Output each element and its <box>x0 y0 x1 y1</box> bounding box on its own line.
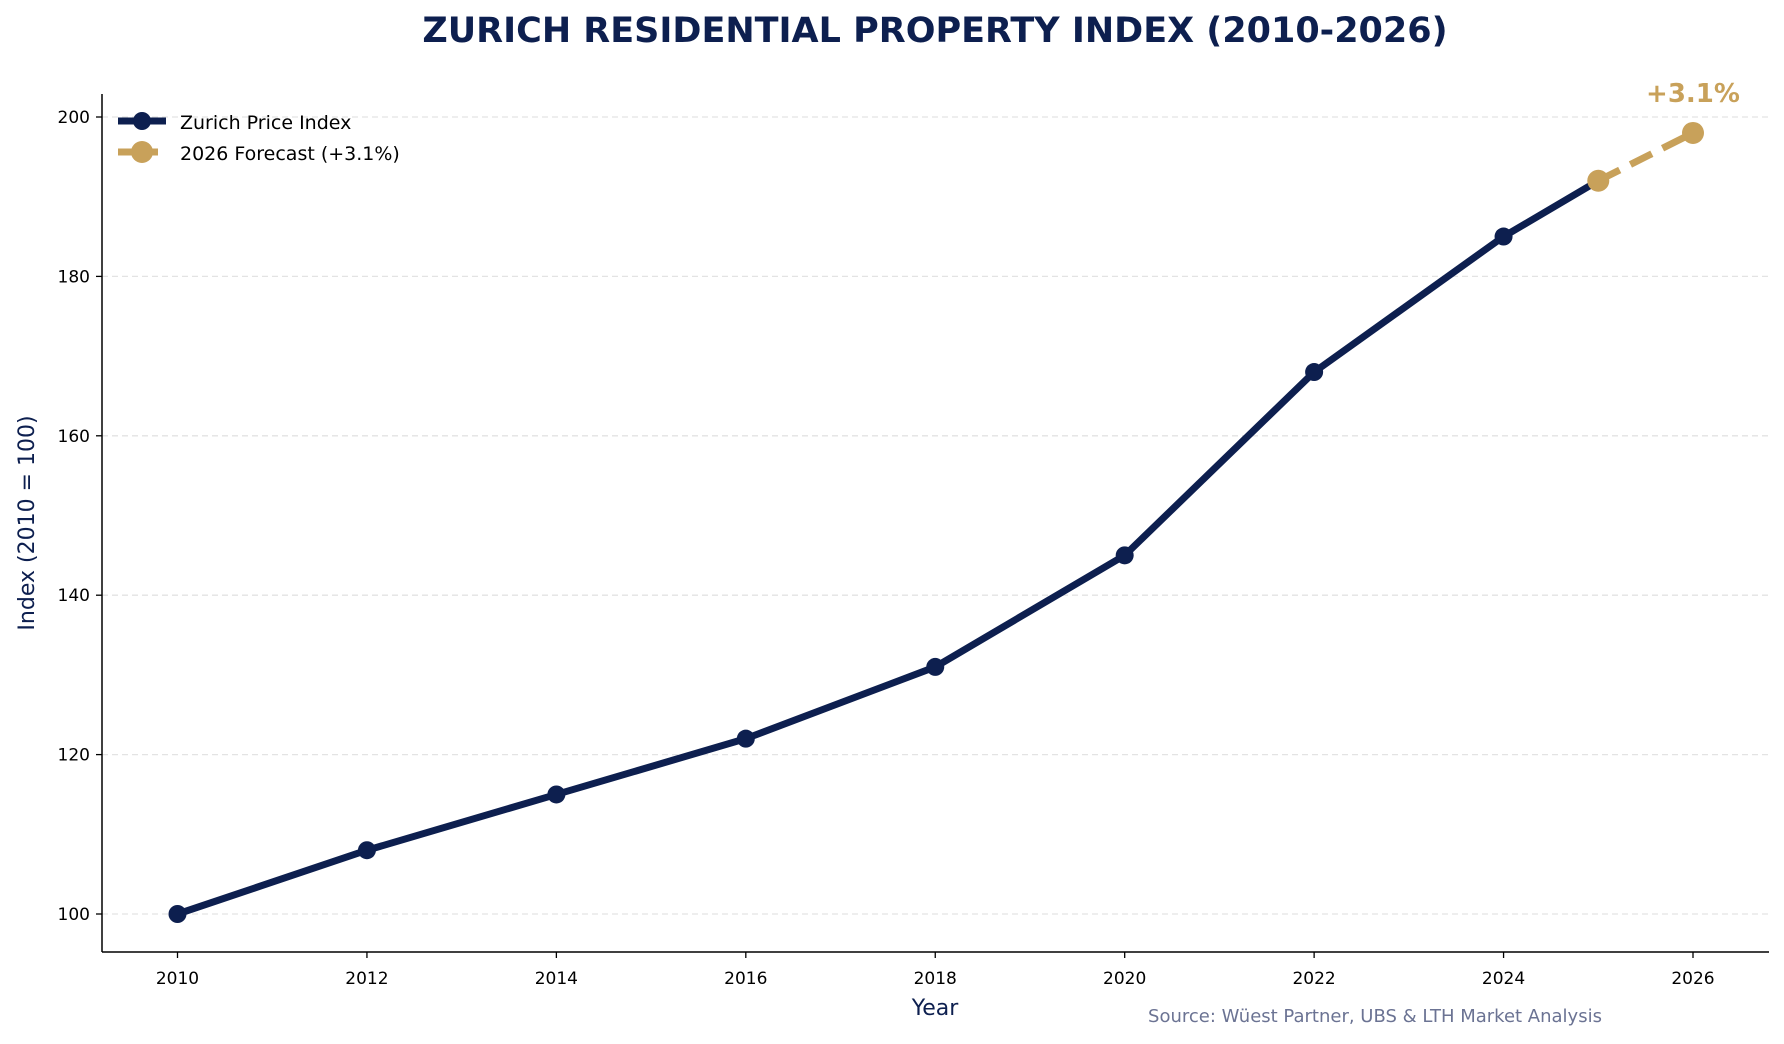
y-axis-label: Index (2010 = 100) <box>15 415 40 630</box>
data-point-1 <box>1682 121 1704 144</box>
x-tick-label: 2020 <box>1103 969 1146 989</box>
y-tick-label: 140 <box>58 586 90 606</box>
legend-label-index: Zurich Price Index <box>180 112 351 134</box>
axes <box>101 94 1769 953</box>
x-tick-label: 2010 <box>156 969 199 989</box>
y-tick-label: 160 <box>58 427 90 447</box>
series-line-0 <box>176 177 1601 918</box>
x-tick-label: 2012 <box>345 969 388 989</box>
series-line-1 <box>1596 129 1695 184</box>
ticks: 100 120 140 160 180 200 2010 2012 2014 2016 2018 20… <box>58 108 1715 989</box>
y-tick-label: 120 <box>58 746 90 766</box>
x-tick-label: 2018 <box>914 969 957 989</box>
x-tick-label: 2022 <box>1292 969 1335 989</box>
data-point-0 <box>1494 227 1513 246</box>
legend-label-forecast: 2026 Forecast (+3.1%) <box>180 143 400 165</box>
x-axis-label: Year <box>911 996 960 1021</box>
x-tick-label: 2024 <box>1482 969 1525 989</box>
annotation-forecast: +3.1% <box>1646 79 1740 109</box>
data-point-0 <box>1305 363 1324 382</box>
series <box>168 121 1704 923</box>
x-tick-label: 2014 <box>535 969 578 989</box>
source-note: Source: Wüest Partner, UBS & LTH Market … <box>1148 1006 1602 1027</box>
data-point-0 <box>1115 546 1134 565</box>
data-point-0 <box>547 785 566 804</box>
grid <box>102 116 1769 915</box>
y-tick-label: 100 <box>58 905 90 925</box>
x-tick-label: 2026 <box>1671 969 1714 989</box>
data-point-0 <box>926 657 945 676</box>
y-tick-label: 200 <box>58 108 90 128</box>
data-point-0 <box>357 841 376 860</box>
legend-marker-index <box>133 112 151 130</box>
x-tick-label: 2016 <box>724 969 767 989</box>
data-point-0 <box>736 729 755 748</box>
data-point-0 <box>168 905 187 923</box>
legend: Zurich Price Index 2026 Forecast (+3.1%) <box>118 112 400 165</box>
y-tick-label: 180 <box>58 267 90 287</box>
legend-marker-forecast <box>131 141 153 163</box>
chart-title: ZURICH RESIDENTIAL PROPERTY INDEX (2010-… <box>422 11 1447 51</box>
data-point-1 <box>1587 169 1610 192</box>
